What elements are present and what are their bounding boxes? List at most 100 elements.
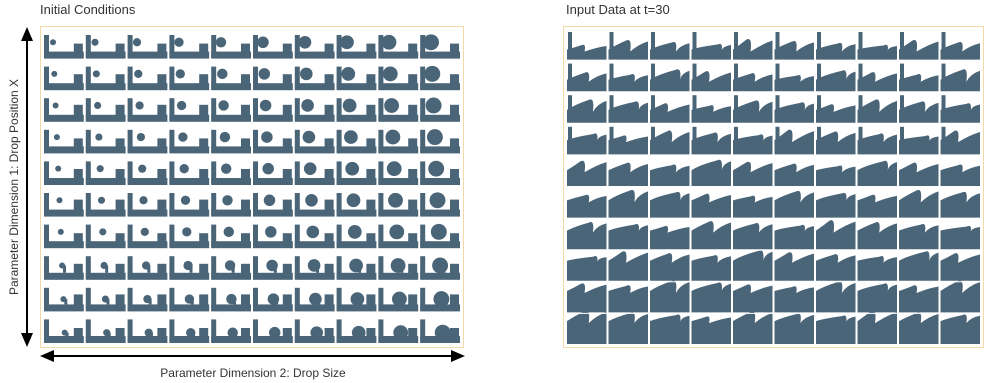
initial-condition-cell [44,129,84,154]
input-data-cell [607,249,650,283]
input-data-cell [690,60,733,93]
initial-condition-cell [211,35,251,59]
initial-condition-cell [169,98,210,122]
input-data-title: Input Data at t=30 [566,2,670,17]
initial-condition-cell [211,319,251,343]
initial-condition-cell [378,192,419,217]
initial-condition-cell [253,161,293,185]
initial-condition-cell [127,35,168,59]
input-data-cell [690,249,733,283]
input-data-cell [648,123,691,156]
initial-condition-cell [85,161,126,185]
input-data-cell [939,249,982,283]
input-data-cell [648,312,691,346]
input-data-cell [648,218,691,251]
initial-condition-cell [169,319,210,343]
initial-condition-cell [294,161,335,185]
input-data-cell [607,312,650,346]
input-data-cell [939,218,982,251]
y-axis-label: Parameter Dimension 1: Drop Position X [7,78,21,296]
initial-condition-cell [253,35,293,59]
initial-condition-cell [336,319,377,343]
initial-condition-cell [44,161,84,185]
input-data-grid [565,28,982,346]
input-data-cell [648,91,691,125]
initial-condition-cell [378,287,419,312]
initial-condition-cell [378,161,419,185]
initial-condition-cell [336,129,377,154]
input-data-cell [731,311,774,346]
input-data-cell [814,123,857,156]
initial-condition-cell [169,66,210,91]
initial-condition-cell [85,287,126,312]
input-data-cell [565,249,608,283]
initial-condition-cell [294,35,335,59]
initial-condition-cell [127,129,168,154]
input-data-cell [731,218,774,251]
initial-condition-cell [169,129,210,154]
initial-condition-cell [169,193,210,217]
input-data-cell [607,186,650,220]
input-data-cell [897,218,940,251]
initial-condition-cell [253,256,293,280]
initial-condition-cell [253,129,293,154]
input-data-cell [565,91,608,125]
initial-condition-cell [44,224,84,249]
input-data-cell [773,249,816,283]
initial-condition-cell [169,287,210,312]
input-data-cell [731,60,774,93]
input-data-cell [897,60,940,93]
input-data-cell [897,249,940,283]
initial-condition-cell [253,193,293,217]
initial-condition-cell [85,35,126,59]
initial-condition-cell [169,256,210,280]
initial-condition-cell [127,287,168,312]
input-data-cell [773,312,816,346]
initial-condition-cell [44,66,84,91]
initial-condition-cell [253,98,293,122]
input-data-cell [814,312,857,346]
initial-condition-cell [420,192,460,217]
input-data-cell [856,154,899,188]
initial-condition-cell [336,224,377,249]
input-data-cell [939,123,982,156]
initial-condition-cell [211,66,251,91]
input-data-cell [814,91,857,125]
initial-condition-cell [378,34,419,59]
input-data-cell [731,249,774,283]
input-data-cell [607,154,650,188]
initial-condition-cell [294,129,335,154]
initial-condition-cell [294,224,335,249]
input-data-cell [690,281,733,314]
x-axis-label: Parameter Dimension 2: Drop Size [160,366,346,380]
input-data-cell [939,28,982,62]
input-data-cell [773,186,816,220]
input-data-cell [565,154,608,188]
initial-condition-cell [253,319,293,343]
input-data-cell [897,281,940,314]
initial-condition-cell [127,256,168,280]
initial-condition-cell [44,256,84,280]
input-data-cell [814,281,857,314]
x-axis-arrow [40,350,465,362]
initial-condition-cell [85,224,126,249]
initial-condition-cell [336,287,377,312]
initial-condition-cell [127,98,168,122]
input-data-cell [773,154,816,188]
input-data-cell [731,281,774,314]
input-data-cell [856,310,899,346]
input-data-cell [856,28,899,62]
input-data-cell [565,218,608,251]
initial-condition-cell [336,35,377,59]
input-data-cell [607,123,650,156]
initial-condition-cell [211,98,251,122]
input-data-cell [897,123,940,156]
input-data-cell [648,280,691,314]
initial-condition-cell [211,129,251,154]
input-data-cell [814,154,857,188]
initial-condition-cell [420,34,460,59]
input-data-cell [565,28,608,62]
initial-condition-cell [127,319,168,343]
initial-condition-cell [420,256,460,280]
